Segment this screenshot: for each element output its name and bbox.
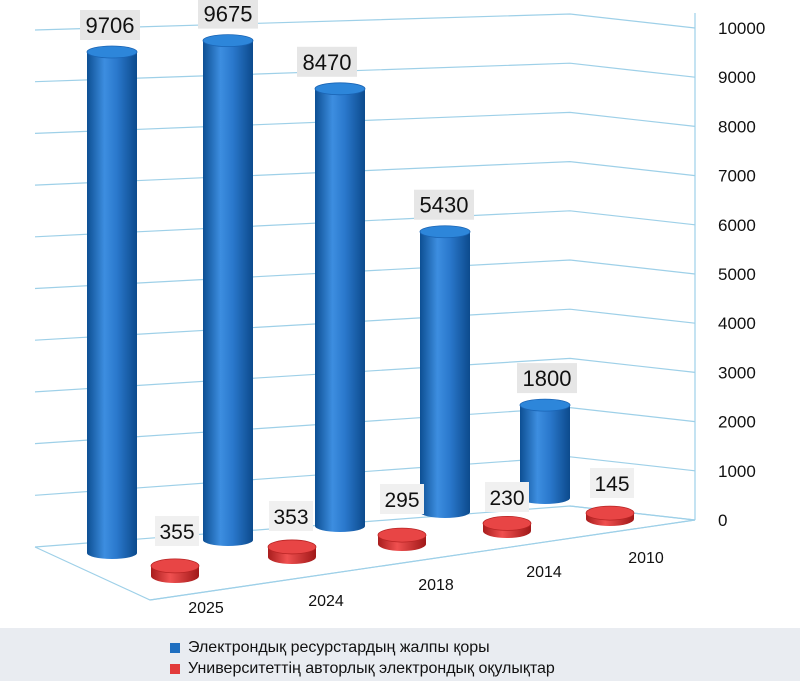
y-tick-label: 0 <box>718 511 727 530</box>
data-label: 9706 <box>86 13 135 38</box>
y-tick-label: 8000 <box>718 117 756 136</box>
bar-top <box>314 82 366 96</box>
data-label-box <box>269 501 313 531</box>
y-tick-label: 9000 <box>718 68 756 87</box>
data-label-box <box>380 484 424 514</box>
labels: 0 1000 2000 3000 4000 5000 6000 7000 8000 9000 100… <box>80 0 765 617</box>
bar-top <box>150 558 200 574</box>
bar-top <box>585 505 635 521</box>
data-label-box <box>517 363 577 394</box>
y-tick-label: 7000 <box>718 167 756 186</box>
chart: 0 1000 2000 3000 4000 5000 6000 7000 8000 9000 100… <box>34 0 765 617</box>
x-axis-line <box>149 519 696 601</box>
data-label-box <box>80 10 140 40</box>
data-label: 230 <box>489 487 524 510</box>
bar-top <box>482 516 532 531</box>
legend-swatch <box>170 643 180 653</box>
y-tick-label: 4000 <box>718 314 756 333</box>
legend-item: Электрондық ресурстардың жалпы қоры <box>170 639 490 657</box>
bars <box>86 34 635 583</box>
data-label: 353 <box>273 506 308 529</box>
x-tick-label: 2014 <box>526 564 562 581</box>
x-tick-label: 2024 <box>308 593 344 610</box>
bar-top <box>267 539 317 555</box>
data-label: 9675 <box>204 2 253 27</box>
bar-top <box>419 225 471 239</box>
bar-top <box>202 34 254 48</box>
legend-item: Университеттің авторлық электрондық оқул… <box>170 660 555 678</box>
y-tick-label: 3000 <box>718 363 756 382</box>
bar-top <box>377 527 427 543</box>
y-tick-label: 6000 <box>718 216 756 235</box>
data-label-box <box>485 482 529 512</box>
y-tick-label: 1000 <box>718 462 756 481</box>
data-label-box <box>414 189 474 220</box>
data-label-box <box>155 516 199 546</box>
data-label: 5430 <box>420 193 469 218</box>
data-label-box <box>198 0 258 29</box>
data-label: 145 <box>594 473 629 496</box>
y-tick-label: 10000 <box>718 19 765 38</box>
data-label: 295 <box>384 489 419 512</box>
x-tick-label: 2010 <box>628 550 664 567</box>
bar <box>315 88 365 532</box>
legend-swatch <box>170 664 180 674</box>
data-label: 8470 <box>303 50 352 75</box>
x-tick-label: 2025 <box>188 600 224 617</box>
y-tick-label: 2000 <box>718 413 756 432</box>
y-tick-label: 5000 <box>718 265 756 284</box>
data-label-box <box>297 46 357 77</box>
bar <box>203 40 253 546</box>
bar-top <box>86 45 138 59</box>
x-tick-label: 2018 <box>418 577 454 594</box>
bar <box>420 231 470 518</box>
bar <box>520 405 570 504</box>
data-label: 1800 <box>523 366 572 391</box>
legend-label: Электрондық ресурстардың жалпы қоры <box>188 639 490 656</box>
legend: Электрондық ресурстардың жалпы қоры Унив… <box>0 628 800 681</box>
bar <box>87 52 137 559</box>
bar-top <box>519 398 571 412</box>
data-label-box <box>590 468 634 498</box>
legend-label: Университеттің авторлық электрондық оқул… <box>188 660 555 677</box>
data-label: 355 <box>159 521 194 544</box>
